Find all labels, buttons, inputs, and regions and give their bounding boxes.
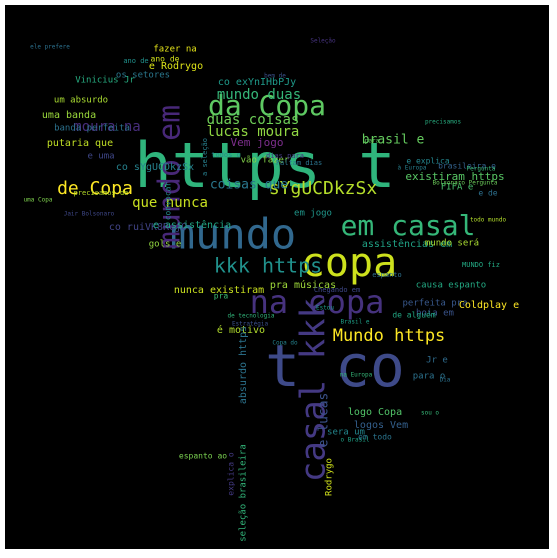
cloud-word: da Copa — [208, 89, 326, 122]
cloud-word: Coldplay e — [459, 300, 519, 311]
cloud-word: para — [365, 138, 380, 145]
cloud-word: Rodrygo — [325, 458, 335, 496]
cloud-word: ano de — [123, 57, 148, 65]
cloud-word: mundo — [170, 210, 296, 259]
cloud-word: gols e — [149, 240, 182, 250]
cloud-word: MUNDO fiz — [462, 261, 500, 269]
cloud-word: à Europa — [398, 165, 427, 172]
cloud-word: causa espanto — [416, 281, 486, 291]
cloud-word: Estou — [316, 305, 334, 312]
cloud-word: absurdo https — [238, 326, 249, 404]
cloud-word: Mundo https — [333, 326, 446, 346]
cloud-word: pra músicas — [270, 279, 336, 291]
cloud-word: Jair Bolsonaro — [64, 211, 115, 218]
cloud-word: espanto — [372, 271, 402, 279]
cloud-word: logos Vem — [354, 420, 408, 431]
cloud-word: convocar — [164, 182, 173, 221]
cloud-word: casal kkk — [294, 298, 334, 482]
cloud-word: assistências em — [362, 238, 452, 250]
cloud-word: moura na — [73, 119, 140, 135]
cloud-word: fazer na — [153, 45, 196, 55]
cloud-word: os setores — [116, 71, 170, 81]
cloud-word: Vem jogo — [231, 136, 284, 149]
cloud-word: seleção brasileira — [239, 444, 249, 542]
cloud-word: coisas que — [210, 178, 288, 193]
cloud-word: a seleção — [201, 138, 209, 176]
cloud-word: e Rodrygo — [149, 61, 203, 72]
cloud-word: e lucas — [317, 393, 332, 448]
cloud-word: Chegando em — [314, 286, 360, 294]
cloud-word: para o — [413, 372, 446, 382]
cloud-word: todos o — [211, 151, 241, 159]
cloud-word: boia em — [416, 309, 454, 319]
cloud-word: Jr e — [426, 356, 448, 366]
cloud-word: um absurdo — [54, 96, 108, 106]
cloud-word: e de — [478, 189, 497, 198]
cloud-word: mundo será — [425, 239, 479, 249]
cloud-word: banda perfeita — [54, 124, 130, 134]
cloud-word: explica o — [227, 452, 236, 496]
cloud-word: de Copa — [57, 178, 133, 199]
cloud-word: mundo duas — [217, 87, 301, 103]
cloud-word: todo mundo — [470, 217, 507, 224]
cloud-word: o Brasil — [341, 437, 370, 444]
cloud-word: e assistência — [153, 219, 231, 231]
cloud-word: pra — [214, 292, 229, 301]
cloud-word: copa — [301, 240, 397, 286]
cloud-word: logo Copa — [348, 407, 402, 418]
cloud-word: sera um — [327, 428, 365, 438]
cloud-word: Pergunta — [467, 166, 496, 173]
cloud-word: na copa — [250, 283, 385, 321]
cloud-word: ano de — [151, 55, 180, 64]
cloud-word: precisamos de — [74, 189, 129, 197]
cloud-word: em todo — [358, 433, 392, 442]
cloud-word: perfeita pra — [402, 299, 467, 309]
cloud-word: uma Copa — [24, 197, 53, 204]
cloud-word: em casal — [341, 209, 476, 242]
cloud-word: FIFA e — [441, 183, 474, 193]
cloud-word: de tecnologia — [228, 313, 275, 320]
cloud-word: vão fazer — [241, 156, 290, 166]
word-cloud-frame: https t t co copa mundo em casal da Copa na co… — [5, 5, 549, 549]
cloud-word: espanto ao — [179, 452, 227, 461]
cloud-word: e explica — [406, 157, 450, 166]
cloud-word: Vinicius Jr — [75, 76, 135, 86]
cloud-word: uma banda — [42, 110, 96, 121]
cloud-word: sou o — [421, 410, 439, 417]
cloud-word: brasileira e — [438, 162, 496, 171]
cloud-word: é motivo — [217, 324, 265, 336]
cloud-word: duas coisas — [207, 112, 300, 128]
cloud-word: co sYgUCDkzSx — [116, 162, 194, 173]
cloud-word: brasil e — [362, 133, 425, 148]
cloud-word: lucas moura — [207, 124, 300, 140]
cloud-word: co ruiVK8RojO — [109, 222, 187, 233]
cloud-word: https t — [134, 129, 395, 202]
cloud-word: precisamos — [425, 119, 462, 126]
cloud-word: nunca existiram — [174, 285, 264, 296]
cloud-word: t co — [265, 332, 405, 400]
cloud-word: sYgUCDkzSx — [269, 178, 378, 199]
cloud-word: Bolsonaro Pergunta — [432, 180, 497, 187]
cloud-word: e uma — [87, 152, 114, 162]
cloud-word: mundo em — [153, 105, 188, 250]
cloud-word: ele prefere — [30, 44, 70, 51]
cloud-word: bem de — [264, 73, 286, 80]
cloud-word: putaria que — [47, 138, 113, 149]
cloud-word: existiram https — [405, 170, 504, 183]
cloud-word: kkk https — [214, 254, 322, 278]
cloud-word: Faltam dias — [276, 159, 322, 167]
cloud-word: Estratégia — [232, 321, 269, 328]
cloud-word: co exYnIHbPJy — [218, 77, 296, 88]
cloud-word: dias para — [266, 152, 304, 160]
cloud-word: Copa do — [272, 340, 298, 347]
cloud-word: em jogo — [294, 209, 332, 219]
cloud-word: Dia — [440, 377, 451, 384]
cloud-word: Seleção — [310, 38, 336, 45]
cloud-word: Brasil e — [341, 319, 370, 326]
cloud-word: que nunca — [132, 195, 208, 211]
cloud-word: de alguém — [392, 310, 436, 320]
cloud-word: na Europa — [340, 372, 373, 379]
